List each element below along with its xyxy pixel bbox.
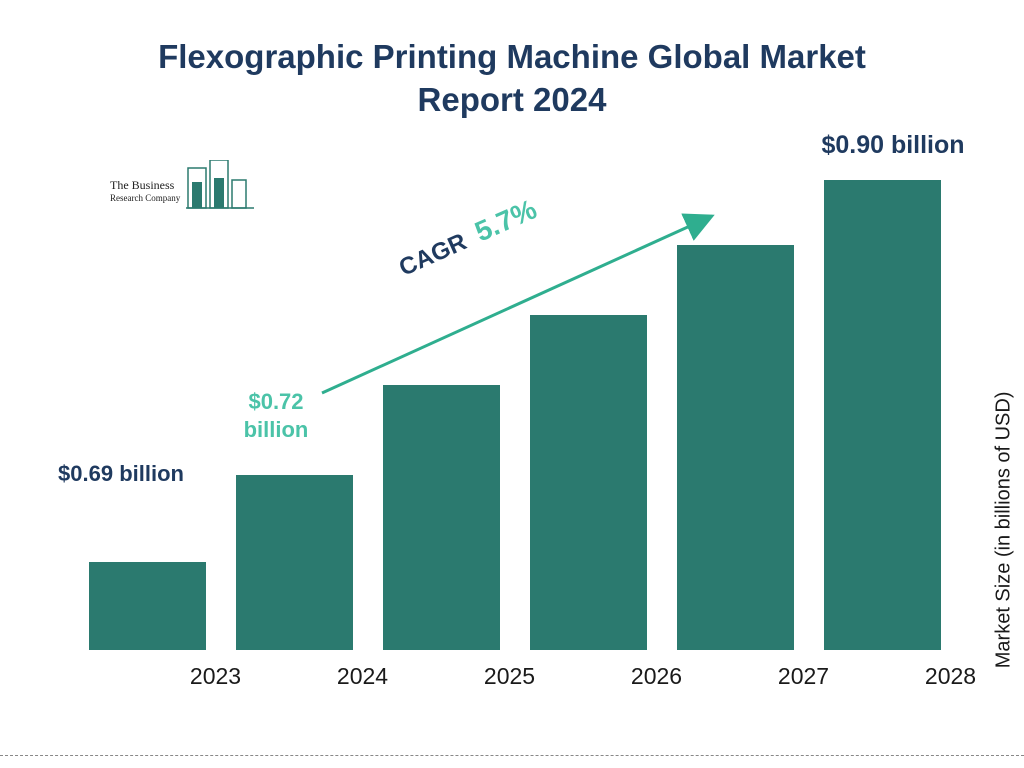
footer-divider xyxy=(0,755,1024,756)
x-axis-label: 2025 xyxy=(451,663,568,690)
x-axis-label: 2024 xyxy=(304,663,421,690)
title-line2: Report 2024 xyxy=(418,81,607,118)
title-line1: Flexographic Printing Machine Global Mar… xyxy=(158,38,866,75)
value-label-2023: $0.69 billion xyxy=(56,460,186,488)
x-axis-label: 2027 xyxy=(745,663,862,690)
x-axis-label: 2026 xyxy=(598,663,715,690)
bar-column xyxy=(236,475,353,650)
bar xyxy=(89,562,206,650)
x-axis-label: 2023 xyxy=(157,663,274,690)
bar xyxy=(236,475,353,650)
y-axis-label: Market Size (in billions of USD) xyxy=(993,392,1016,669)
chart-title: Flexographic Printing Machine Global Mar… xyxy=(0,36,1024,122)
bar xyxy=(383,385,500,650)
bar-column xyxy=(89,562,206,650)
bar-column xyxy=(383,385,500,650)
bar-column xyxy=(824,180,941,650)
bar xyxy=(824,180,941,650)
value-label-2028: $0.90 billion xyxy=(808,130,978,161)
